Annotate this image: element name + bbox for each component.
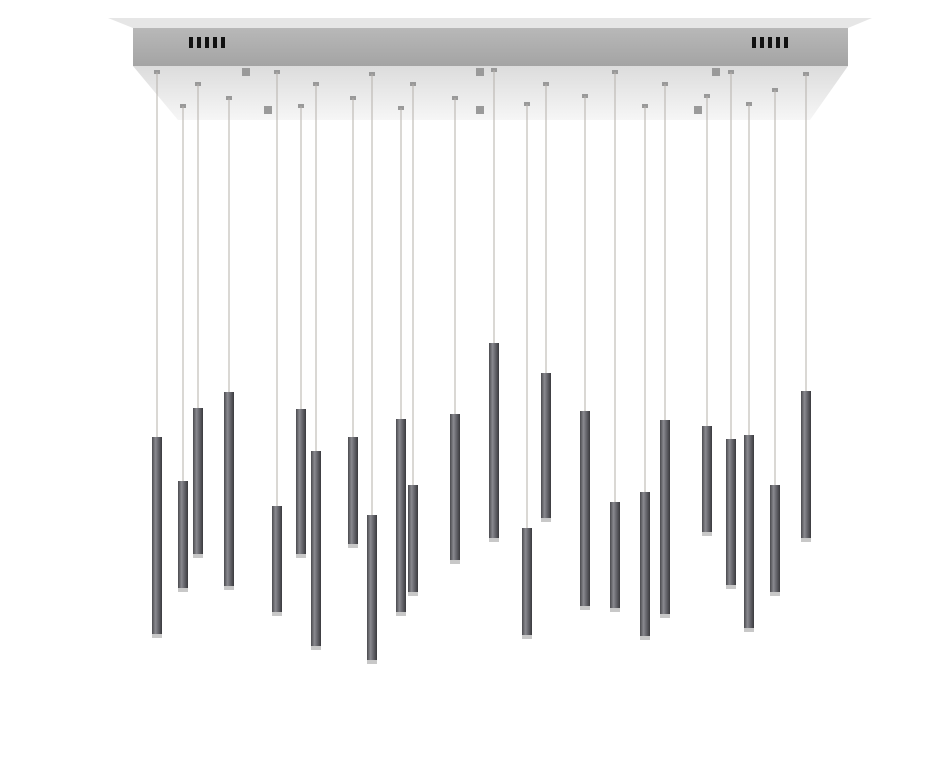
tube: [272, 506, 282, 614]
mount-stud: [242, 68, 250, 76]
vent-right: [752, 37, 788, 48]
tube-cap: [702, 532, 712, 536]
mount-stud: [712, 68, 720, 76]
tube: [450, 414, 460, 562]
tube-cap: [801, 538, 811, 542]
mount-stud: [264, 106, 272, 114]
tube-cap: [178, 588, 188, 592]
tube-cap: [541, 518, 551, 522]
tube: [640, 492, 650, 638]
tube-cap: [193, 554, 203, 558]
mount-stud: [476, 106, 484, 114]
tube-cap: [580, 606, 590, 610]
tube: [744, 435, 754, 630]
tube: [224, 392, 234, 588]
canopy-underside: [133, 66, 848, 120]
tube-cap: [770, 592, 780, 596]
tube-cap: [726, 585, 736, 589]
tube-cap: [408, 592, 418, 596]
tube: [489, 343, 499, 540]
tube: [408, 485, 418, 594]
mount-stud: [694, 106, 702, 114]
tube: [580, 411, 590, 608]
tube: [178, 481, 188, 590]
tube-cap: [296, 554, 306, 558]
tube-cap: [640, 636, 650, 640]
tube-cap: [396, 612, 406, 616]
tube-cap: [311, 646, 321, 650]
mount-stud: [476, 68, 484, 76]
tube: [296, 409, 306, 556]
tube: [541, 373, 551, 520]
tube: [726, 439, 736, 587]
tube: [152, 437, 162, 636]
tube: [396, 419, 406, 614]
canopy-top: [108, 18, 872, 28]
tube: [367, 515, 377, 662]
tube-cap: [522, 635, 532, 639]
tube-cap: [367, 660, 377, 664]
tube-cap: [660, 614, 670, 618]
tube: [522, 528, 532, 637]
tube: [610, 502, 620, 610]
tube: [702, 426, 712, 534]
tube-cap: [224, 586, 234, 590]
tube-cap: [348, 544, 358, 548]
tube: [348, 437, 358, 546]
tube-cap: [744, 628, 754, 632]
tube-cap: [152, 634, 162, 638]
vent-left: [189, 37, 225, 48]
tube-cap: [489, 538, 499, 542]
tube-cap: [272, 612, 282, 616]
tube-cap: [610, 608, 620, 612]
tube-cap: [450, 560, 460, 564]
tube: [193, 408, 203, 556]
canopy-front: [133, 28, 848, 66]
tube: [770, 485, 780, 594]
tube: [801, 391, 811, 540]
tube: [660, 420, 670, 616]
tube: [311, 451, 321, 648]
